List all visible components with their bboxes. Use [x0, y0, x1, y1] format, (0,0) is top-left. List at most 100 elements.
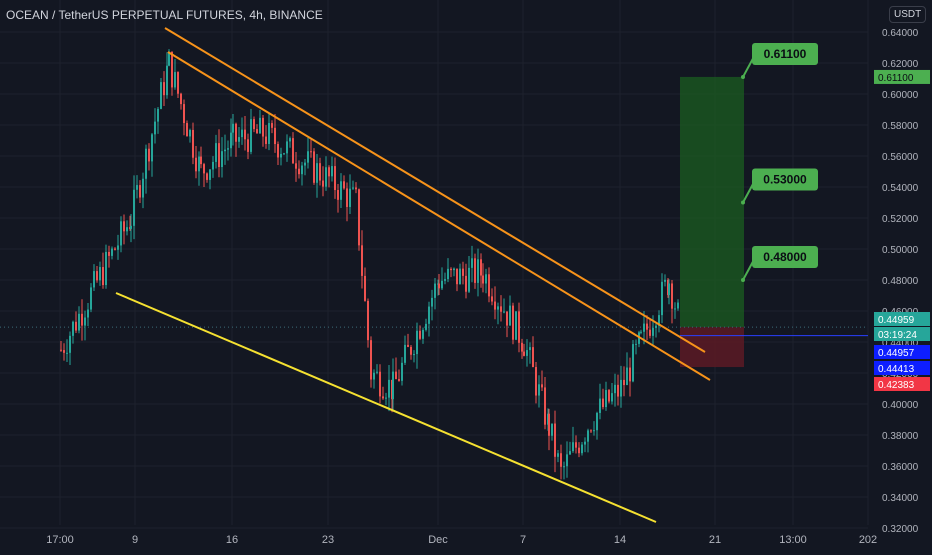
candle-body — [560, 453, 562, 467]
y-tick-label: 0.38000 — [882, 431, 919, 442]
time-axis[interactable]: 17:00 9 16 23 Dec 7 14 21 13:00 202 — [46, 534, 877, 546]
price-badge: 0.61100 — [874, 69, 930, 84]
candle-body — [379, 371, 381, 397]
candle-body — [434, 283, 436, 298]
y-tick-label: 0.58000 — [882, 121, 919, 132]
candle-body — [286, 141, 288, 154]
candle-body — [355, 187, 357, 190]
candle-body — [218, 143, 220, 168]
candle-body — [450, 268, 452, 271]
candle-body — [78, 313, 80, 331]
y-tick-label: 0.32000 — [882, 524, 919, 535]
x-tick-label: Dec — [428, 534, 448, 546]
price-badge: 0.44959 — [874, 312, 930, 326]
candle-body — [151, 134, 153, 162]
candle-body — [256, 129, 258, 134]
candle-body — [388, 379, 390, 398]
candle-body — [123, 221, 125, 232]
candle-body — [60, 349, 62, 351]
candle-body — [575, 442, 577, 448]
candle-body — [548, 413, 550, 436]
price-badge-value: 03:19:24 — [878, 330, 917, 341]
candle-body — [154, 121, 156, 135]
candle-body — [428, 306, 430, 324]
candle-body — [331, 166, 333, 177]
candle-body — [593, 430, 595, 432]
candle-body — [232, 123, 234, 133]
candle-body — [538, 384, 540, 396]
candle-body — [163, 82, 165, 96]
candle-body — [587, 430, 589, 442]
candle-body — [541, 384, 543, 388]
take-profit-label: 0.53000 — [741, 168, 818, 205]
candle-body — [298, 168, 300, 175]
candle-body — [304, 162, 306, 166]
candle-body — [343, 181, 345, 189]
candle-body — [271, 123, 273, 128]
candle-body — [521, 342, 523, 352]
candle-body — [419, 330, 421, 339]
price-axis[interactable]: 0.320000.340000.360000.380000.400000.420… — [882, 28, 919, 535]
candle-body — [253, 119, 255, 130]
candle-body — [370, 340, 372, 380]
candle-body — [422, 329, 424, 339]
candle-body — [133, 189, 135, 226]
price-badges: 0.61100 0.44959 03:19:24 0.44957 0.44413 0.42… — [874, 69, 930, 391]
target-zone — [680, 76, 744, 328]
tp-value: 0.48000 — [763, 250, 807, 264]
price-badge-box — [874, 312, 930, 326]
candle-body — [674, 308, 676, 310]
candle-body — [474, 258, 476, 283]
candle-body — [157, 108, 159, 122]
candle-body — [358, 189, 360, 246]
candle-body — [192, 129, 194, 158]
candle-body — [307, 151, 309, 163]
candle-body — [640, 331, 642, 333]
candle-body — [145, 148, 147, 179]
candle-body — [361, 245, 363, 276]
tp-value: 0.53000 — [763, 173, 807, 187]
candle-body — [404, 344, 406, 363]
candle-body — [289, 138, 291, 142]
candles — [60, 49, 679, 480]
candle-body — [117, 245, 119, 250]
candle-body — [664, 279, 666, 282]
candle-body — [477, 259, 479, 283]
y-tick-label: 0.62000 — [882, 59, 919, 70]
candle-body — [563, 466, 565, 468]
candle-body — [605, 390, 607, 408]
channel-lower-line — [115, 292, 657, 523]
candle-body — [99, 267, 101, 281]
price-badge-box — [874, 327, 930, 341]
x-tick-label: 13:00 — [779, 534, 807, 546]
candle-body — [462, 268, 464, 276]
candle-body — [382, 396, 384, 399]
candle-body — [569, 451, 571, 455]
x-tick-label: 16 — [226, 534, 238, 546]
candle-body — [250, 119, 252, 152]
candle-body — [617, 384, 619, 397]
candle-body — [352, 187, 354, 189]
candle-body — [108, 251, 110, 256]
y-tick-label: 0.50000 — [882, 245, 919, 256]
candle-body — [535, 367, 537, 396]
candle-body — [209, 169, 211, 180]
price-badge: 0.44957 — [874, 345, 930, 359]
candle-body — [523, 351, 525, 356]
candle-body — [655, 325, 657, 328]
candle-body — [136, 185, 138, 190]
y-tick-label: 0.36000 — [882, 462, 919, 473]
tp-anchor — [741, 74, 745, 79]
price-badge-value: 0.44957 — [878, 348, 915, 359]
candle-body — [69, 335, 71, 353]
candle-body — [425, 323, 427, 330]
candle-body — [265, 136, 267, 144]
candle-body — [614, 384, 616, 394]
candle-body — [200, 156, 202, 165]
candle-body — [465, 275, 467, 292]
x-tick-label: 202 — [859, 534, 877, 546]
currency-button[interactable]: USDT — [889, 6, 927, 23]
candle-body — [566, 454, 568, 467]
